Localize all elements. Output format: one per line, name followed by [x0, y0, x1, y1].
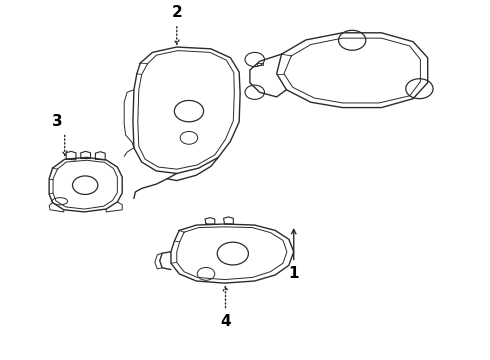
Text: 1: 1	[289, 266, 299, 281]
Text: 4: 4	[220, 314, 231, 329]
Text: 3: 3	[52, 114, 63, 129]
Text: 2: 2	[172, 5, 182, 20]
